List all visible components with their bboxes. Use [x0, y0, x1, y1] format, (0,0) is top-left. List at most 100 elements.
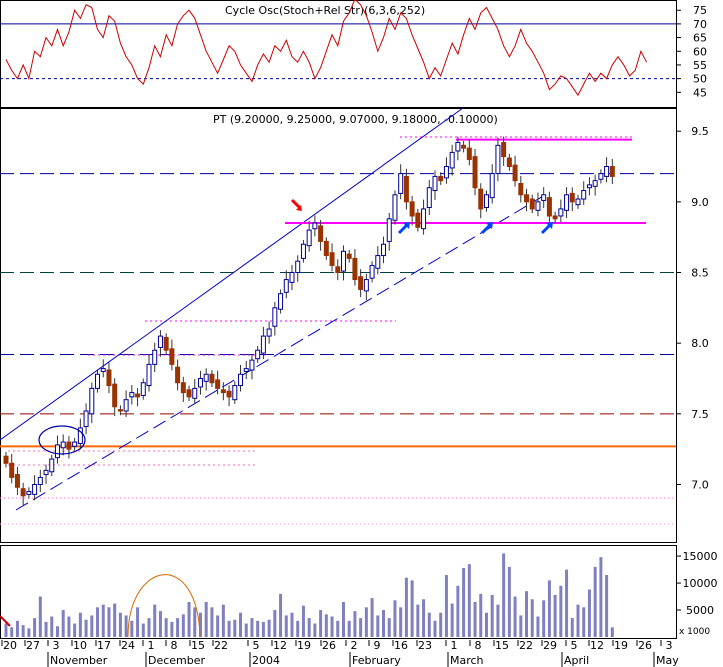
volume-bar	[502, 553, 506, 637]
candlestick	[529, 194, 535, 214]
candlestick	[146, 355, 152, 392]
volume-bar	[519, 615, 523, 637]
oscillator-title: Cycle Osc(Stoch+Rel Str)(6,3,6,252)	[225, 4, 425, 17]
candlestick	[283, 270, 289, 299]
oscillator-panel: Cycle Osc(Stoch+Rel Str)(6,3,6,252) 7570…	[0, 0, 707, 108]
volume-bar	[176, 618, 180, 637]
candlestick	[95, 370, 101, 393]
x-month-label: February	[352, 654, 401, 667]
volume-bar	[490, 594, 494, 637]
volume-bar	[422, 599, 426, 637]
candlestick	[472, 149, 478, 196]
candlestick	[243, 360, 249, 380]
price-y-axis: 9.5 9.0 8.5 8.0 7.5 7.0	[676, 125, 709, 491]
candlestick	[157, 330, 163, 357]
candlestick	[72, 437, 78, 451]
volume-bar	[187, 601, 191, 637]
candlestick	[318, 219, 324, 251]
volume-bar	[296, 620, 300, 637]
candlestick	[249, 354, 255, 380]
candlestick	[346, 249, 352, 263]
volume-bar	[582, 607, 586, 637]
volume-bar	[170, 621, 174, 637]
candlestick	[329, 243, 335, 272]
x-day-label: 2	[351, 639, 358, 652]
candlestick	[26, 487, 32, 499]
volume-bar	[107, 607, 111, 637]
x-day-label: 1	[148, 639, 155, 652]
x-month-label: March	[450, 654, 484, 667]
volume-bar	[399, 607, 403, 637]
price-panel: PT (9.20000, 9.25000, 9.07000, 9.18000, …	[0, 107, 709, 543]
candlestick	[266, 321, 272, 344]
volume-bar	[50, 616, 54, 637]
volume-bar	[284, 615, 288, 637]
candlestick	[89, 382, 95, 424]
candlestick	[77, 418, 83, 450]
candlestick	[604, 157, 610, 183]
candlestick	[135, 388, 141, 407]
blue-arrow-icon	[480, 222, 493, 235]
volume-bar	[525, 591, 529, 637]
volume-bar	[444, 574, 448, 637]
consolidation-circle	[38, 425, 86, 455]
volume-bar	[244, 623, 248, 637]
volume-bar	[376, 615, 380, 637]
x-day-label: 19	[614, 639, 628, 652]
volume-bar	[467, 564, 471, 637]
x-day-label: 27	[26, 639, 40, 652]
candlestick	[100, 359, 106, 378]
volume-bar	[10, 627, 14, 637]
candlestick	[255, 345, 261, 363]
volume-bar	[290, 612, 294, 637]
candlestick	[260, 326, 266, 359]
volume-bar	[553, 594, 557, 637]
volume-bar	[370, 598, 374, 637]
oscillator-tick-label: 65	[693, 32, 707, 45]
candlestick	[203, 368, 209, 391]
candlestick	[518, 175, 524, 203]
volume-bar	[198, 612, 202, 637]
candlestick	[541, 187, 547, 209]
oscillator-line	[5, 0, 648, 97]
candlestick	[272, 301, 278, 336]
volume-bar	[559, 585, 563, 637]
volume-bar	[78, 612, 82, 637]
volume-bar	[193, 607, 197, 637]
resistance-band	[285, 138, 646, 225]
x-day-label: 22	[214, 639, 228, 652]
horizontal-levels	[0, 173, 676, 448]
candlestick	[369, 261, 375, 283]
trend-channel	[0, 107, 546, 511]
x-day-label: 5	[253, 639, 260, 652]
candlestick	[20, 482, 26, 506]
candlestick	[358, 269, 364, 298]
candlestick-series	[3, 136, 615, 506]
volume-bar	[27, 628, 31, 637]
candlestick	[112, 378, 118, 417]
candlestick	[117, 405, 123, 416]
volume-bar	[118, 612, 122, 637]
x-day-label: 8	[475, 639, 482, 652]
volume-bar	[410, 580, 414, 637]
candlestick	[546, 191, 552, 226]
candlestick	[564, 187, 570, 218]
volume-bar	[136, 607, 140, 637]
candlestick	[506, 153, 512, 171]
candlestick	[152, 342, 158, 372]
candlestick	[129, 384, 135, 405]
oscillator-series	[5, 0, 648, 97]
volume-bar	[233, 619, 237, 637]
candlestick	[586, 177, 592, 196]
candlestick	[289, 264, 295, 291]
candlestick	[197, 370, 203, 395]
volume-bar	[473, 601, 477, 637]
volume-bar	[450, 603, 454, 637]
volume-bar	[576, 604, 580, 637]
x-day-label: 9	[374, 639, 381, 652]
candlestick	[220, 382, 226, 401]
volume-bar	[55, 626, 59, 637]
price-title: PT (9.20000, 9.25000, 9.07000, 9.18000, …	[213, 113, 498, 126]
volume-bar	[347, 620, 351, 637]
candlestick	[466, 138, 472, 166]
